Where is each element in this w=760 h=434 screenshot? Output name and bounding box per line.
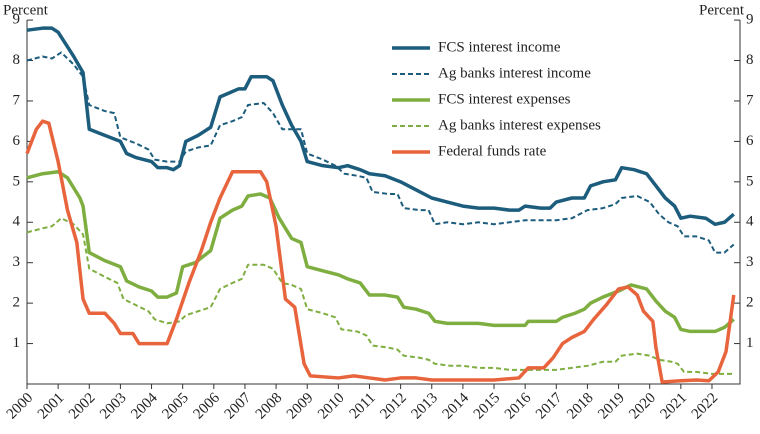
x-tick-label: 2010	[315, 390, 348, 423]
x-tick-label: 2020	[626, 390, 659, 423]
y2-tick-label: 2	[746, 295, 754, 311]
x-tick-label: 2015	[471, 390, 504, 423]
x-tick-label: 2002	[66, 390, 99, 423]
x-tick-label: 2007	[222, 390, 255, 423]
x-tick-label: 2005	[159, 390, 192, 423]
x-tick-label: 2004	[128, 390, 161, 423]
x-tick-label: 2013	[408, 390, 441, 423]
x-tick-label: 2011	[347, 390, 379, 422]
x-tick-label: 2001	[35, 390, 68, 423]
y2-tick-label: 6	[746, 133, 754, 149]
x-tick-label: 2003	[97, 390, 130, 423]
y-tick-label: 9	[13, 12, 21, 28]
x-tick-label: 2022	[689, 390, 722, 423]
x-tick-label: 2008	[253, 390, 286, 423]
y-tick-label: 3	[13, 254, 21, 270]
legend-label: Ag banks interest expenses	[438, 117, 601, 133]
y-axis-label: Percent	[3, 2, 49, 18]
y2-axis-label: Percent	[699, 2, 745, 18]
x-tick-label: 2019	[595, 390, 628, 423]
series-line	[25, 119, 736, 384]
y2-tick-label: 5	[746, 173, 754, 189]
legend-label: FCS interest income	[438, 39, 561, 55]
x-tick-label: 2017	[533, 390, 566, 423]
legend-label: Ag banks interest income	[438, 65, 591, 81]
x-tick-label: 2009	[284, 390, 317, 423]
y-tick-label: 2	[13, 295, 21, 311]
y-tick-label: 7	[13, 92, 21, 108]
y-tick-label: 8	[13, 52, 21, 68]
y2-tick-label: 7	[746, 92, 754, 108]
y-tick-label: 6	[13, 133, 21, 149]
y2-tick-label: 4	[746, 214, 754, 230]
legend-label: Federal funds rate	[438, 143, 547, 159]
x-tick-label: 2021	[658, 390, 691, 423]
y2-tick-label: 3	[746, 254, 754, 270]
series-line	[26, 217, 734, 375]
x-tick-label: 2018	[564, 390, 597, 423]
x-tick-label: 2000	[4, 390, 37, 423]
y2-tick-label: 1	[746, 335, 754, 351]
y2-tick-label: 9	[746, 12, 754, 28]
series-line	[26, 26, 735, 227]
series-line	[26, 169, 735, 334]
y-tick-label: 4	[13, 214, 21, 230]
legend-label: FCS interest expenses	[438, 91, 571, 107]
x-tick-label: 2012	[377, 390, 410, 423]
plot-frame	[26, 20, 741, 385]
x-tick-label: 2006	[191, 390, 224, 423]
series-line	[26, 51, 735, 254]
y-tick-label: 5	[13, 173, 21, 189]
y-tick-label: 1	[13, 335, 21, 351]
x-tick-label: 2016	[502, 390, 535, 423]
y2-tick-label: 8	[746, 52, 754, 68]
x-tick-label: 2014	[440, 390, 473, 423]
